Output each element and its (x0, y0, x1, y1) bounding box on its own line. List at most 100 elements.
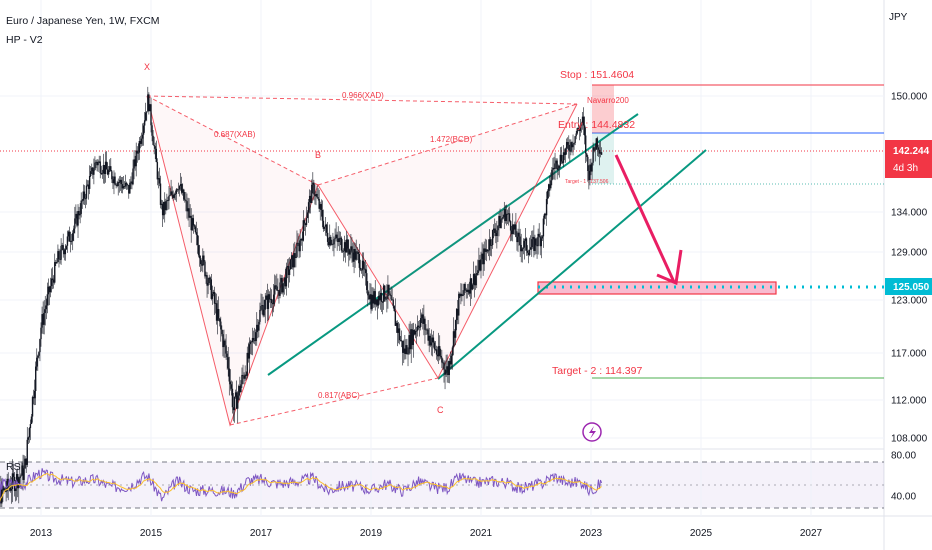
candle-body (11, 473, 14, 489)
candle-body (55, 262, 57, 264)
candle-body (598, 149, 601, 154)
candle-body (307, 202, 310, 213)
candle-body (252, 337, 255, 341)
candle-body (378, 296, 381, 301)
candle-body (188, 208, 190, 218)
candle-body (479, 260, 481, 271)
candle-body (272, 294, 275, 305)
candle-body (182, 189, 184, 193)
candle-body (554, 163, 556, 169)
candle-body (532, 236, 534, 240)
candle-body (567, 142, 569, 145)
candle-body (109, 166, 111, 171)
candle-body (426, 329, 428, 331)
x-tick-label: 2025 (690, 528, 713, 539)
candle-body (280, 277, 282, 283)
candle-body (402, 341, 404, 353)
x-tick-label: 2015 (140, 528, 163, 539)
candle-body (473, 273, 476, 286)
candle-body (451, 347, 454, 356)
candle-body (105, 161, 108, 170)
candle-body (319, 204, 321, 209)
candle-body (177, 189, 180, 191)
candle-body (57, 251, 59, 262)
current-price-tag: 142.244 4d 3h (885, 140, 932, 178)
candle-body (425, 329, 427, 331)
candle-body (475, 275, 477, 286)
candle-body (523, 240, 526, 248)
candle-body (297, 242, 299, 244)
candle-body (593, 147, 595, 151)
candle-body (518, 232, 520, 237)
candle-body (211, 293, 214, 299)
candle-body (306, 212, 309, 219)
candle-body (282, 283, 284, 293)
candle-body (580, 123, 583, 126)
candle-body (189, 215, 191, 218)
candle-body (245, 374, 247, 376)
candle-body (429, 335, 431, 346)
candle-body (300, 239, 302, 241)
candle-body (583, 125, 586, 136)
price-axis[interactable]: 150.000 134.000 129.000 123.000 117.000 112.0… (891, 92, 928, 503)
candle-body (75, 213, 77, 219)
candle-body (560, 154, 563, 162)
candle-body (470, 278, 473, 290)
candle-body (484, 248, 486, 252)
candle-body (76, 213, 78, 226)
candle-body (430, 342, 432, 346)
candle-body (289, 259, 292, 270)
candle-body (507, 213, 510, 215)
candle-body (525, 238, 528, 251)
candle-body (267, 294, 270, 309)
candle-body (396, 322, 399, 333)
time-axis[interactable]: 2013 2015 2017 2019 2021 2023 2025 2027 (30, 528, 823, 539)
candle-body (356, 251, 358, 253)
candle-body (170, 191, 172, 195)
candle-body (247, 352, 250, 359)
lightning-icon[interactable] (582, 422, 602, 442)
candle-body (350, 246, 352, 251)
candle-body (343, 242, 346, 251)
candle-body (508, 213, 511, 222)
candle-body (133, 159, 135, 169)
candle-body (496, 230, 498, 237)
candle-body (320, 204, 322, 210)
candle-body (271, 303, 274, 305)
candle-body (285, 267, 288, 287)
candle-body (478, 260, 480, 271)
candle-body (558, 165, 560, 169)
candle-body (292, 255, 294, 268)
candle-body (210, 279, 212, 299)
candle-body (39, 339, 41, 353)
candle-body (468, 289, 471, 294)
candle-body (276, 286, 278, 291)
candle-body (111, 171, 113, 180)
indicator-label: HP - V2 (6, 34, 43, 46)
candle-body (568, 144, 570, 151)
candle-body (173, 194, 175, 198)
candle-body (515, 224, 517, 237)
candle-body (20, 475, 22, 477)
current-price-value: 142.244 (893, 146, 930, 157)
candle-body (436, 354, 439, 357)
candle-body (43, 312, 45, 325)
y-tick-label: 112.000 (891, 396, 927, 407)
candle-body (520, 245, 522, 252)
candle-body (9, 487, 12, 491)
candle-body (135, 150, 137, 167)
candle-body (123, 186, 126, 187)
candle-body (369, 294, 371, 300)
candle-body (342, 250, 345, 252)
candle-body (290, 255, 293, 260)
candle-body (587, 156, 589, 171)
candle-body (541, 236, 544, 239)
candle-body (352, 252, 354, 262)
candle-body (250, 341, 253, 343)
candle-body (480, 259, 482, 271)
candle-body (230, 384, 233, 389)
candle-body (200, 258, 202, 265)
candle-body (113, 176, 115, 184)
candle-body (570, 142, 572, 152)
